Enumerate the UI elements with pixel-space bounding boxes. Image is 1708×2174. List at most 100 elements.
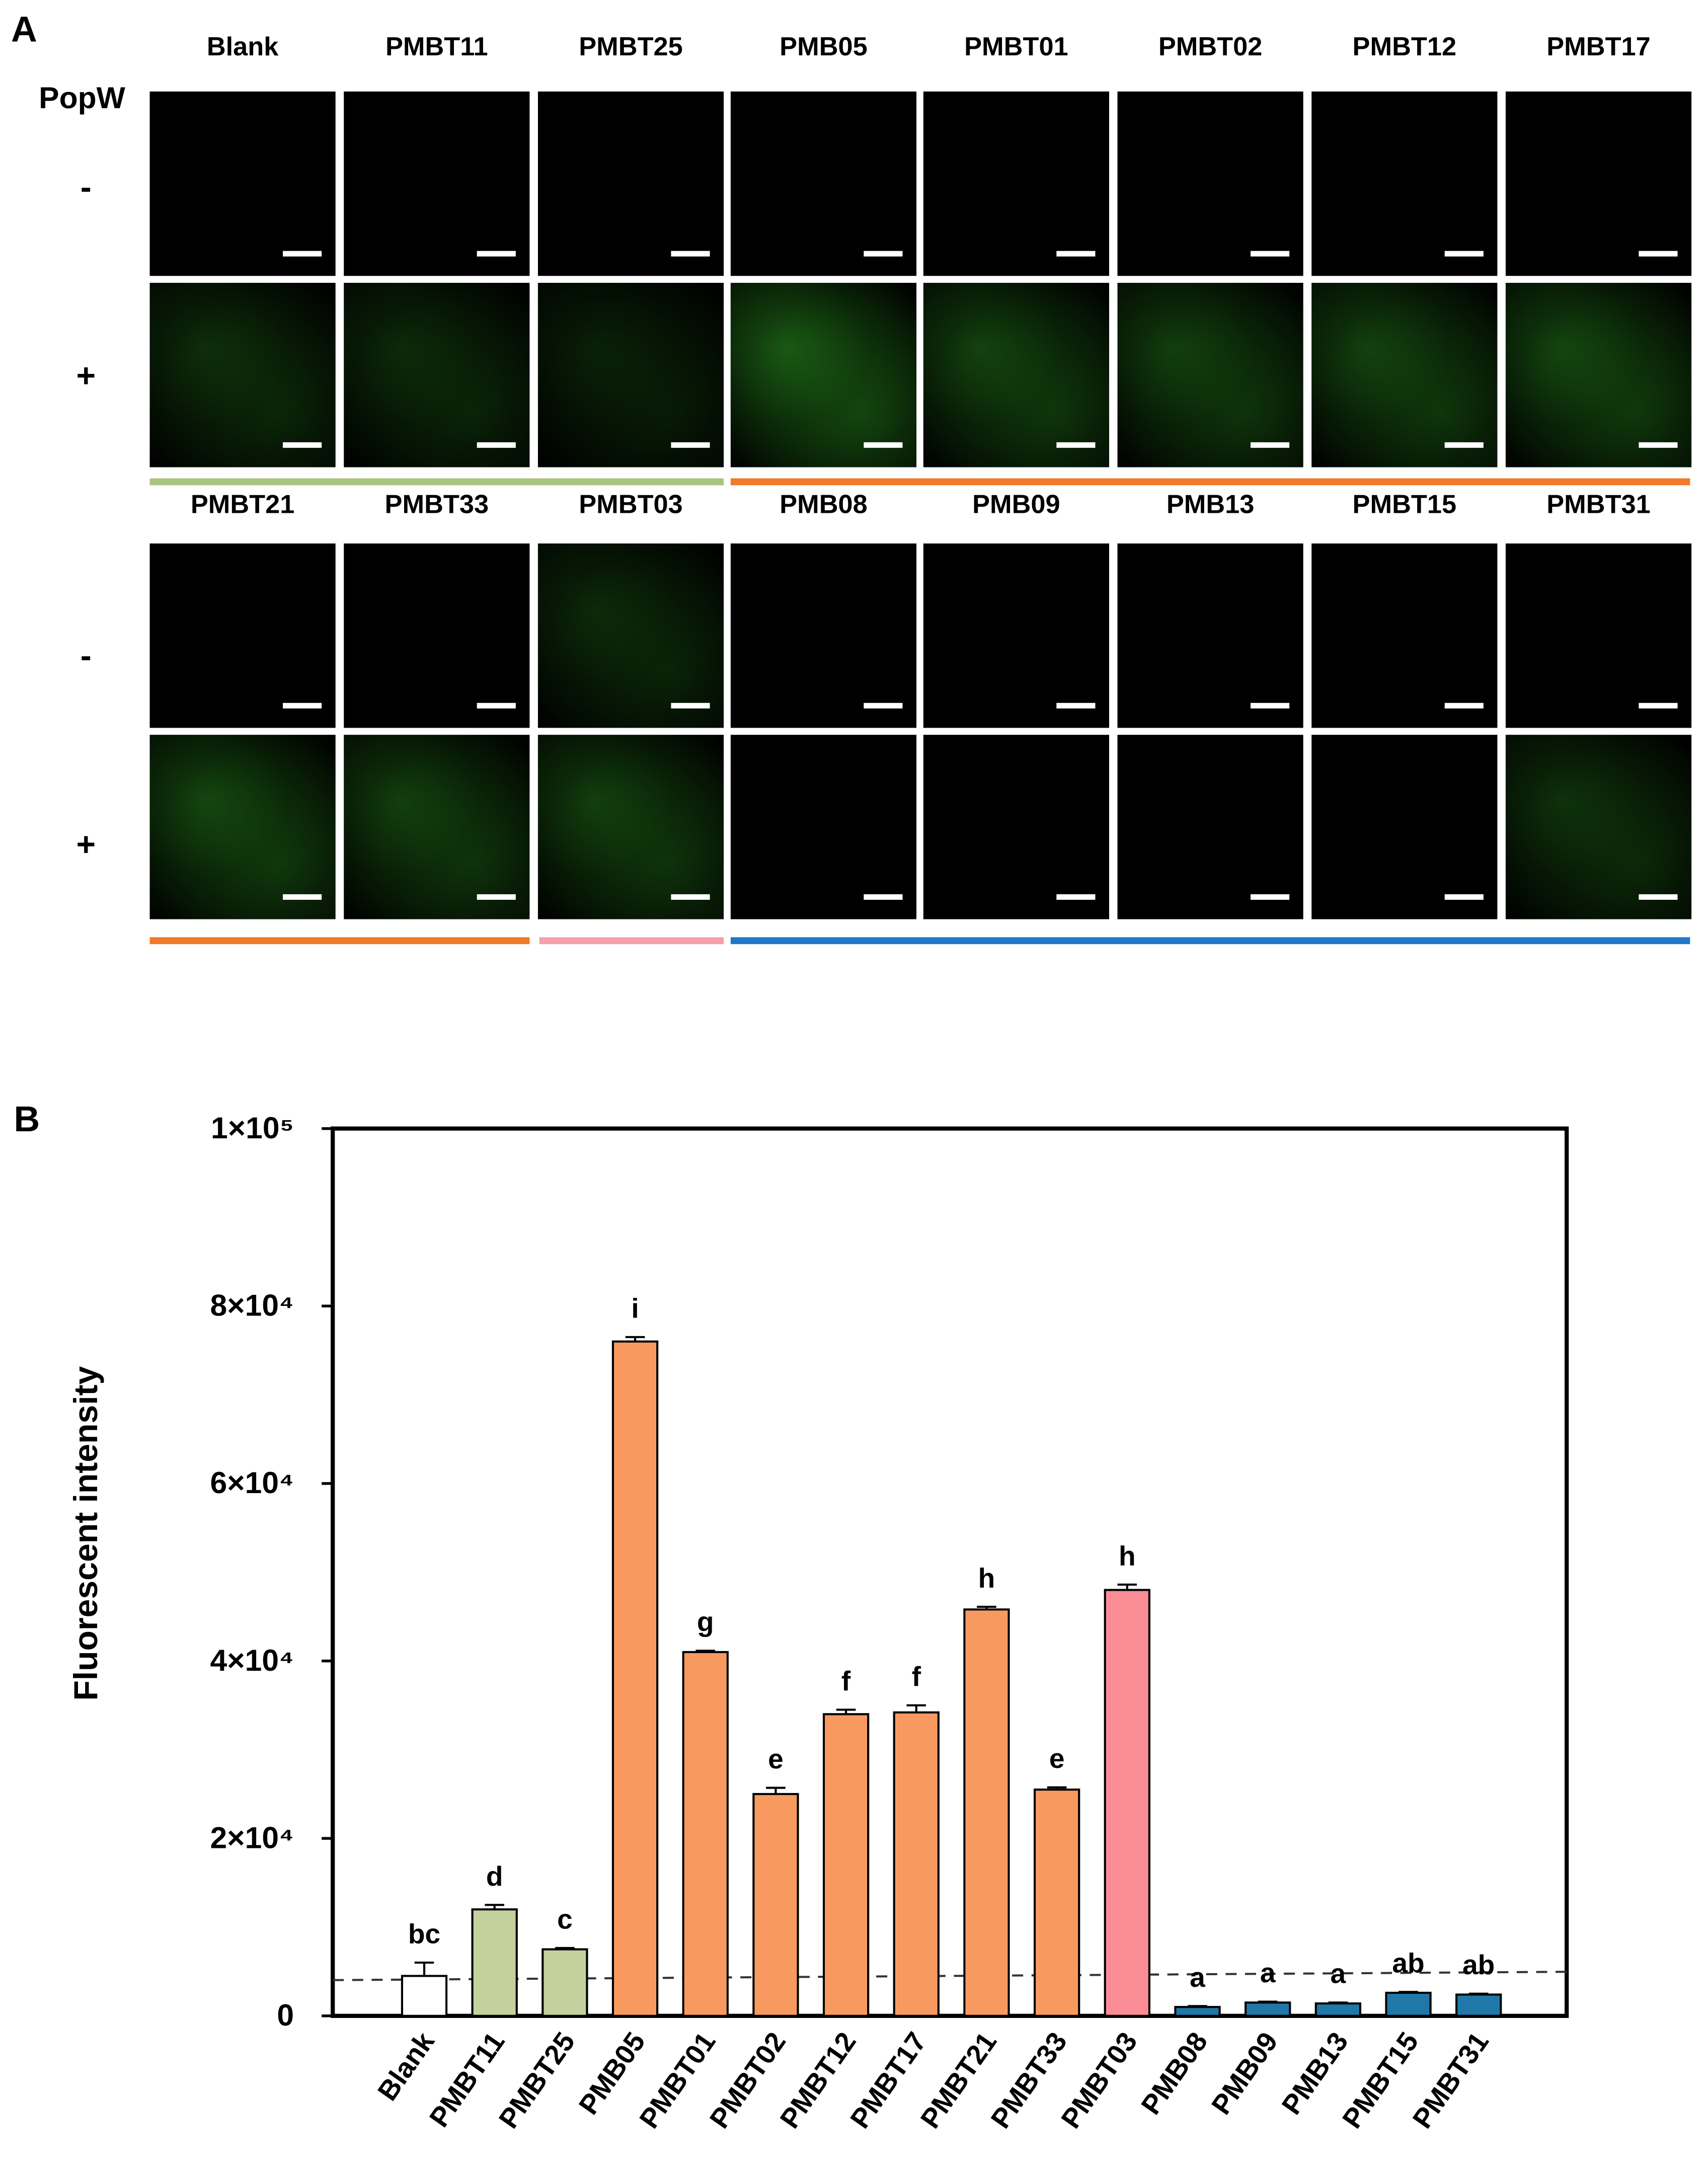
micrograph-minus (537, 91, 724, 276)
plot-frame (331, 1126, 1569, 2018)
significance-letter: f (912, 1661, 921, 1692)
bar (963, 1608, 1010, 2017)
scale-bar (864, 703, 903, 709)
significance-letter: f (841, 1665, 851, 1696)
significance-letter: ab (1462, 1949, 1495, 1980)
scale-bar (1056, 251, 1096, 257)
y-tick-label: 6×10⁴ (210, 1465, 294, 1500)
significance-letter: h (978, 1562, 995, 1593)
bar (1314, 2002, 1361, 2017)
sample-label: PMB08 (780, 491, 868, 520)
significance-letter: a (1190, 1962, 1205, 1993)
bar (471, 1908, 518, 2017)
micrograph-minus (344, 91, 530, 276)
sample-label: PMB09 (972, 491, 1060, 520)
micrograph-minus (537, 543, 724, 728)
micrograph-minus (149, 91, 336, 276)
y-tick-label: 2×10⁴ (210, 1820, 294, 1854)
bar (1245, 2001, 1291, 2017)
bar (893, 1711, 940, 2017)
micrograph-plus (1505, 283, 1692, 468)
scale-bar (1639, 251, 1678, 257)
significance-letter: bc (408, 1918, 440, 1949)
scale-bar (1056, 703, 1096, 709)
scale-bar (1444, 251, 1484, 257)
row1-plus-sign: + (76, 357, 96, 396)
significance-letter: i (631, 1292, 639, 1324)
group-line-green (149, 478, 724, 486)
micrograph-plus (730, 735, 917, 919)
significance-letter: h (1119, 1540, 1136, 1571)
scale-bar (1444, 442, 1484, 448)
significance-letter: g (697, 1606, 714, 1638)
scale-bar (671, 703, 710, 709)
bar (1104, 1589, 1150, 2017)
sample-label: PMBT01 (964, 33, 1068, 62)
scale-bar (864, 251, 903, 257)
y-tick-label: 8×10⁴ (210, 1288, 294, 1322)
baseline-dashed-line (333, 1971, 1567, 1981)
bar (1455, 1993, 1502, 2017)
scale-bar (1639, 442, 1678, 448)
micrograph-minus (1117, 91, 1303, 276)
group-line-orange-top (730, 478, 1690, 486)
sample-label: PMBT12 (1352, 33, 1457, 62)
micrograph-plus (1311, 735, 1498, 919)
group-line-blue (730, 937, 1690, 945)
sample-label: PMB13 (1166, 491, 1255, 520)
scale-bar (1251, 703, 1290, 709)
bar (1033, 1789, 1080, 2017)
scale-bar (1444, 703, 1484, 709)
bar (1385, 1991, 1432, 2017)
micrograph-minus (149, 543, 336, 728)
x-tick-label: PMB09 (1205, 2027, 1284, 2120)
significance-letter: a (1331, 1958, 1346, 1989)
scale-bar (671, 894, 710, 900)
significance-letter: ab (1392, 1948, 1424, 1979)
micrograph-plus (1117, 283, 1303, 468)
micrograph-minus (730, 543, 917, 728)
significance-letter: c (557, 1903, 573, 1934)
sample-label: PMB05 (780, 33, 868, 62)
sample-label: PMBT33 (384, 491, 489, 520)
scale-bar (671, 251, 710, 257)
bar-chart: Fluorescent intensity 0 2×10⁴ 4×10⁴ 6×10⁴ 8×… (67, 1111, 1569, 2134)
significance-letter: e (768, 1743, 784, 1774)
bar (822, 1713, 870, 2017)
scale-bar (283, 894, 322, 900)
micrograph-plus (149, 735, 336, 919)
scale-bar (1056, 442, 1096, 448)
micrograph-plus (730, 283, 917, 468)
sample-label: PMBT25 (579, 33, 683, 62)
group-line-orange-bottom (149, 937, 530, 945)
scale-bar (283, 442, 322, 448)
bar (401, 1975, 448, 2017)
micrograph-minus (1505, 543, 1692, 728)
bar (752, 1793, 799, 2017)
scale-bar (864, 442, 903, 448)
micrograph-minus (730, 91, 917, 276)
scale-bar (1251, 442, 1290, 448)
scale-bar (1251, 251, 1290, 257)
y-tick-label: 1×10⁵ (211, 1111, 294, 1145)
micrograph-plus (923, 735, 1109, 919)
scale-bar (477, 894, 516, 900)
sample-label: PMBT11 (385, 33, 488, 62)
x-tick-label: Blank (371, 2026, 440, 2106)
scale-bar (477, 442, 516, 448)
micrograph-plus (923, 283, 1109, 468)
scale-bar (1639, 703, 1678, 709)
micrograph-minus (1311, 91, 1498, 276)
panel-b-letter: B (14, 1098, 40, 1140)
y-axis-label: Fluorescent intensity (67, 1366, 105, 1700)
row2-minus-sign: - (80, 638, 92, 675)
bar (1174, 2006, 1221, 2017)
bar (682, 1651, 729, 2017)
sample-label: PMBT15 (1352, 491, 1457, 520)
scale-bar (283, 703, 322, 709)
sample-label: PMBT03 (579, 491, 683, 520)
micrograph-plus (1505, 735, 1692, 919)
micrograph-minus (1505, 91, 1692, 276)
micrograph-plus (344, 735, 530, 919)
